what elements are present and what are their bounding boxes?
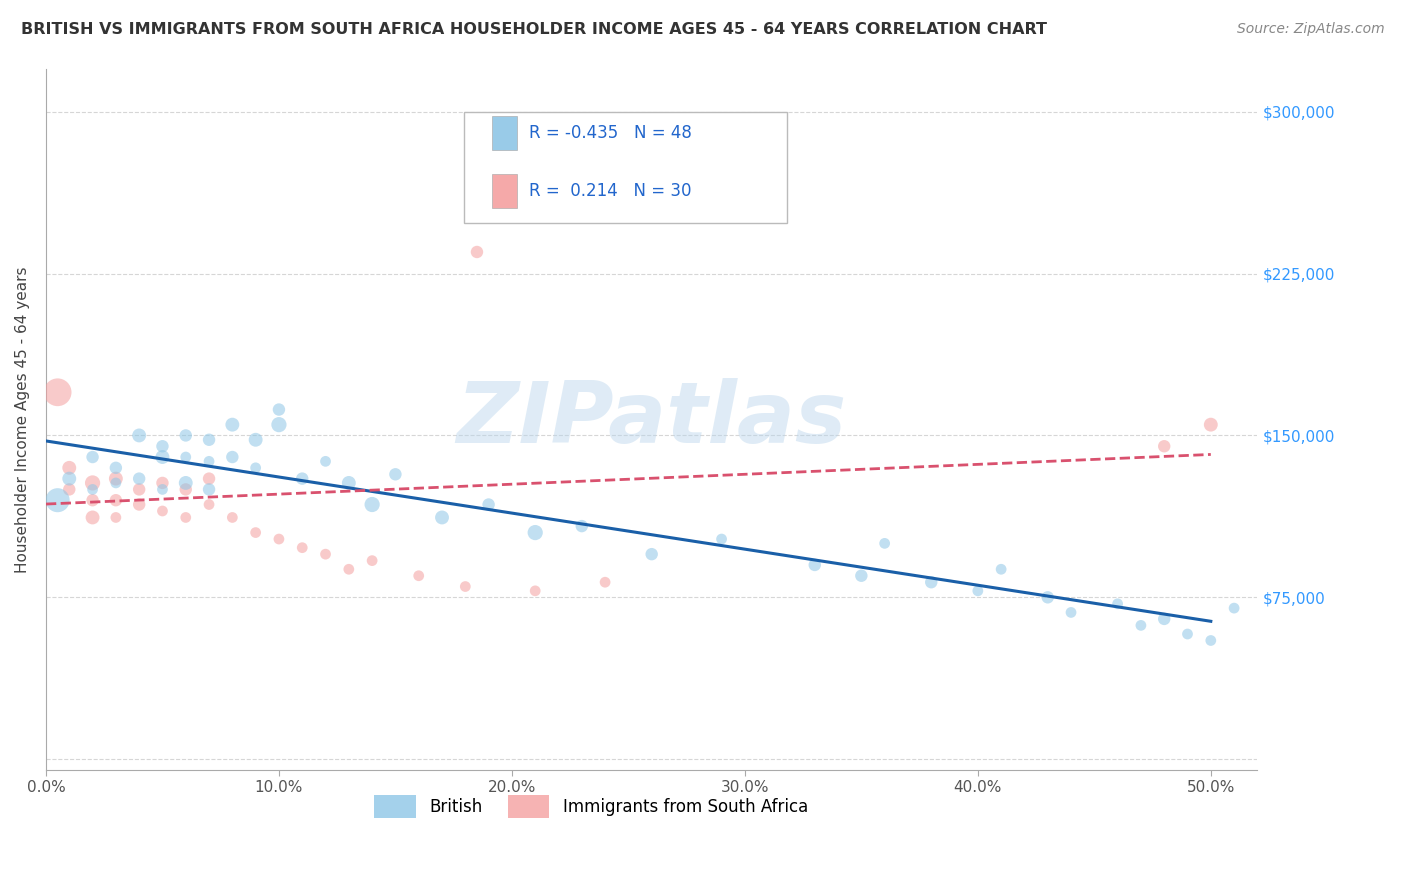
Point: [128, 428, 150, 442]
Point: [128, 498, 150, 512]
Text: ZIPatlas: ZIPatlas: [457, 377, 846, 461]
Point: [46, 385, 69, 400]
Point: [1036, 591, 1059, 605]
Point: [478, 498, 501, 512]
Point: [128, 483, 150, 497]
Point: [152, 504, 174, 518]
Point: [58, 472, 80, 486]
Point: [198, 483, 221, 497]
Point: [174, 510, 197, 524]
Point: [267, 402, 290, 417]
Point: [152, 475, 174, 490]
Point: [82, 475, 104, 490]
Point: [1107, 597, 1129, 611]
Point: [710, 532, 733, 546]
Point: [198, 472, 221, 486]
Point: [430, 510, 453, 524]
Point: [267, 532, 290, 546]
Point: [291, 541, 314, 555]
Point: [315, 454, 337, 468]
Point: [361, 498, 384, 512]
Point: [641, 547, 664, 561]
Point: [82, 450, 104, 464]
Point: [174, 483, 197, 497]
Point: [803, 558, 825, 572]
Point: [384, 467, 406, 482]
Point: [152, 483, 174, 497]
Text: R = -0.435   N = 48: R = -0.435 N = 48: [529, 124, 692, 142]
Point: [851, 568, 873, 582]
Point: [337, 475, 360, 490]
Point: [571, 519, 593, 533]
Point: [58, 483, 80, 497]
Point: [1199, 633, 1222, 648]
Point: [408, 568, 430, 582]
Point: [291, 472, 314, 486]
Text: Source: ZipAtlas.com: Source: ZipAtlas.com: [1237, 22, 1385, 37]
Point: [104, 475, 127, 490]
Point: [966, 583, 988, 598]
Point: [128, 472, 150, 486]
Point: [174, 428, 197, 442]
Point: [58, 460, 80, 475]
Point: [1153, 439, 1175, 453]
Point: [873, 536, 896, 550]
Point: [1177, 627, 1199, 641]
Point: [990, 562, 1012, 576]
Point: [104, 472, 127, 486]
Point: [221, 450, 243, 464]
Point: [104, 493, 127, 508]
Point: [267, 417, 290, 432]
Point: [245, 525, 267, 540]
Point: [245, 460, 267, 475]
Point: [104, 510, 127, 524]
Y-axis label: Householder Income Ages 45 - 64 years: Householder Income Ages 45 - 64 years: [15, 266, 30, 573]
Point: [46, 493, 69, 508]
Point: [920, 575, 942, 590]
Point: [82, 493, 104, 508]
Point: [152, 439, 174, 453]
Point: [1223, 601, 1246, 615]
Point: [245, 433, 267, 447]
Text: R =  0.214   N = 30: R = 0.214 N = 30: [529, 182, 692, 200]
Point: [198, 454, 221, 468]
Point: [174, 475, 197, 490]
Point: [82, 483, 104, 497]
Legend: British, Immigrants from South Africa: British, Immigrants from South Africa: [368, 788, 814, 825]
Point: [1129, 618, 1152, 632]
Point: [524, 525, 547, 540]
Point: [454, 580, 477, 594]
Point: [198, 433, 221, 447]
Point: [315, 547, 337, 561]
Point: [524, 583, 547, 598]
Point: [104, 460, 127, 475]
Point: [174, 450, 197, 464]
Point: [152, 450, 174, 464]
Point: [198, 498, 221, 512]
Text: BRITISH VS IMMIGRANTS FROM SOUTH AFRICA HOUSEHOLDER INCOME AGES 45 - 64 YEARS CO: BRITISH VS IMMIGRANTS FROM SOUTH AFRICA …: [21, 22, 1047, 37]
Point: [1153, 612, 1175, 626]
Point: [361, 554, 384, 568]
Point: [337, 562, 360, 576]
Point: [221, 510, 243, 524]
Point: [82, 510, 104, 524]
Point: [221, 417, 243, 432]
Point: [1199, 417, 1222, 432]
Point: [465, 244, 488, 259]
Point: [593, 575, 616, 590]
Point: [1060, 606, 1083, 620]
Point: [465, 169, 488, 184]
